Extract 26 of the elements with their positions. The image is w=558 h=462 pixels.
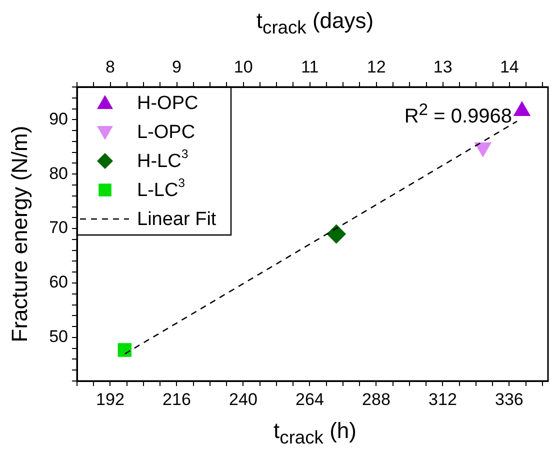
x2-tick-label: 14 [500,57,519,76]
x-tick-label: 336 [495,390,524,409]
x2-tick-label: 9 [172,57,182,76]
y-tick-label: 80 [49,164,68,183]
y-tick-label: 90 [49,109,68,128]
x-tick-label: 312 [428,390,457,409]
x-tick-label: 216 [162,390,191,409]
x2-tick-label: 10 [234,57,253,76]
x-tick-label: 192 [96,390,124,409]
x2-tick-label: 11 [301,57,319,76]
y-tick-label: 50 [49,327,68,346]
legend-label: L-OPC [137,122,196,144]
annotation: R$^{2}$ = 0.9968 [404,100,512,129]
y-tick-label: 70 [49,218,68,238]
legend-label: Linear Fit [137,209,217,230]
x2-tick-label: 8 [106,57,115,76]
x2-tick-label: 13 [433,57,452,76]
y-axis-title: Fracture energy (N/m) [7,124,33,344]
x-tick-label: 264 [296,390,324,409]
y-tick-label: 60 [49,272,68,292]
x-axis-title: t$_{crack}$ (h) [272,418,358,448]
legend-label: H-OPC [137,93,198,114]
x-tick-label: 288 [362,390,390,409]
x-tick-label: 240 [229,390,258,409]
x2-tick-label: 12 [366,57,386,76]
x2-axis-title: t$_{crack}$ (days) [255,8,375,38]
